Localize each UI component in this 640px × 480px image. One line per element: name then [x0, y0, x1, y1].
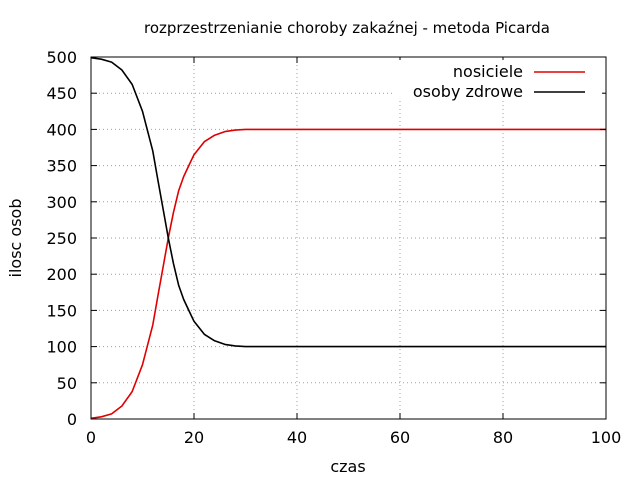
- y-tick-label: 0: [67, 410, 77, 429]
- chart-title: rozprzestrzenianie choroby zakaźnej - me…: [144, 19, 550, 37]
- y-tick-label: 50: [57, 374, 77, 393]
- y-tick-label: 300: [46, 193, 77, 212]
- x-tick-label: 80: [493, 428, 513, 447]
- x-tick-label: 20: [184, 428, 204, 447]
- legend-label-1: nosiciele: [453, 62, 523, 81]
- y-axis-label: ilosc osob: [6, 199, 25, 278]
- x-tick-label: 0: [86, 428, 96, 447]
- x-axis-label: czas: [330, 457, 365, 476]
- y-tick-label: 200: [46, 265, 77, 284]
- y-tick-label: 150: [46, 301, 77, 320]
- y-tick-label: 400: [46, 120, 77, 139]
- legend-label-2: osoby zdrowe: [413, 82, 523, 101]
- y-tick-label: 250: [46, 229, 77, 248]
- y-tick-label: 350: [46, 157, 77, 176]
- y-tick-label: 100: [46, 338, 77, 357]
- y-tick-label: 450: [46, 84, 77, 103]
- series-line-2: [90, 56, 606, 348]
- x-tick-label: 40: [287, 428, 307, 447]
- axis-ticks: 0 20 40 60 80 100 0 50 100 150 200 250 300 350 400 450 5…: [46, 48, 621, 447]
- legend-background: [392, 60, 602, 100]
- x-tick-label: 100: [591, 428, 622, 447]
- x-tick-label: 60: [390, 428, 410, 447]
- series-lines: [90, 56, 606, 420]
- y-tick-label: 500: [46, 48, 77, 67]
- series-line-1: [90, 128, 606, 420]
- grid-lines: [91, 57, 606, 419]
